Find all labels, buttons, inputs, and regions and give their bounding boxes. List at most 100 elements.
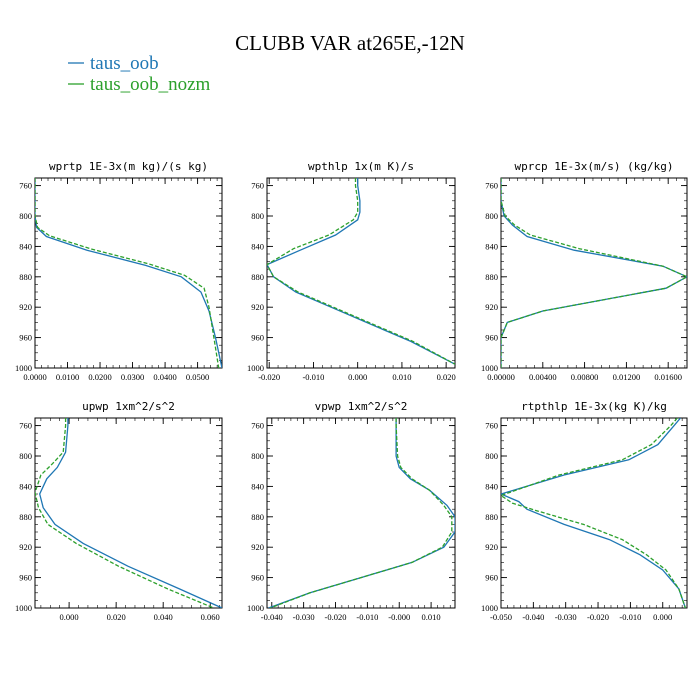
x-tick-label: -0.030 xyxy=(555,612,577,622)
panel-title: wprtp 1E-3x(m kg)/(s kg) xyxy=(49,160,208,173)
panel-title: wprcp 1E-3x(m/s) (kg/kg) xyxy=(515,160,674,173)
series-line-taus-oob-nozm xyxy=(501,418,687,608)
x-tick-label: 0.040 xyxy=(154,612,173,622)
x-tick-label: 0.00800 xyxy=(571,372,599,382)
y-tick-label: 840 xyxy=(19,241,32,251)
panel-title: rtpthlp 1E-3x(kg K)/kg xyxy=(521,400,667,413)
panel-2: wpthlp 1x(m K)/s -0.020 -0.010 0.000 0.010 0.… xyxy=(247,160,456,382)
y-tick-label: 760 xyxy=(485,421,498,431)
y-tick-label: 1000 xyxy=(247,603,264,613)
axes-frame xyxy=(34,417,223,609)
y-tick-label: 920 xyxy=(19,542,32,552)
y-tick-label: 880 xyxy=(485,272,498,282)
y-tick-label: 800 xyxy=(19,451,32,461)
x-tick-label: 0.0000 xyxy=(23,372,46,382)
y-tick-label: 960 xyxy=(485,333,498,343)
y-tick-label: 840 xyxy=(251,241,264,251)
y-tick-label: 760 xyxy=(251,421,264,431)
panel-title: upwp 1xm^2/s^2 xyxy=(82,400,175,413)
y-tick-label: 920 xyxy=(251,542,264,552)
x-tick-label: 0.0100 xyxy=(56,372,79,382)
y-tick-label: 840 xyxy=(19,481,32,491)
series-line-taus-oob xyxy=(268,418,455,608)
y-tick-label: 1000 xyxy=(481,603,498,613)
y-tick-label: 880 xyxy=(19,272,32,282)
x-tick-label: 0.01600 xyxy=(654,372,682,382)
panel-title: vpwp 1xm^2/s^2 xyxy=(315,400,408,413)
x-tick-label: 0.0500 xyxy=(186,372,209,382)
series-line-taus-oob xyxy=(35,178,222,368)
series-line-taus-oob xyxy=(501,418,687,608)
y-tick-label: 800 xyxy=(251,451,264,461)
panels: wprtp 1E-3x(m kg)/(s kg) 0.0000 0.0100 0.02… xyxy=(15,160,688,622)
y-tick-label: 1000 xyxy=(15,603,32,613)
y-tick-label: 800 xyxy=(251,211,264,221)
legend-label-taus-oob: taus_oob xyxy=(90,53,159,74)
y-tick-label: 840 xyxy=(251,481,264,491)
x-tick-label: -0.010 xyxy=(356,612,378,622)
x-tick-label: 0.000 xyxy=(60,612,79,622)
series-line-taus-oob-nozm xyxy=(35,178,220,368)
x-tick-label: 0.010 xyxy=(392,372,411,382)
x-tick-label: 0.020 xyxy=(437,372,456,382)
series-line-taus-oob-nozm xyxy=(267,178,455,365)
y-tick-label: 920 xyxy=(19,302,32,312)
legend: taus_oob taus_oob_nozm xyxy=(68,53,211,95)
axes-frame xyxy=(500,417,688,609)
legend-label-taus-oob-nozm: taus_oob_nozm xyxy=(90,74,211,95)
series-line-taus-oob xyxy=(267,178,455,365)
y-tick-label: 960 xyxy=(251,333,264,343)
panel-4: upwp 1xm^2/s^2 0.000 0.020 0.040 0.060 760 800… xyxy=(15,400,223,622)
series-line-taus-oob xyxy=(39,418,222,608)
x-tick-label: -0.010 xyxy=(619,612,641,622)
x-tick-label: 0.00000 xyxy=(487,372,515,382)
y-tick-label: 880 xyxy=(19,512,32,522)
y-tick-label: 760 xyxy=(251,181,264,191)
x-tick-label: -0.050 xyxy=(490,612,512,622)
y-tick-label: 1000 xyxy=(481,363,498,373)
panel-1: wprtp 1E-3x(m kg)/(s kg) 0.0000 0.0100 0.02… xyxy=(15,160,223,382)
y-tick-label: 960 xyxy=(485,573,498,583)
x-tick-label: -0.040 xyxy=(261,612,283,622)
x-tick-label: 0.000 xyxy=(348,372,367,382)
series-line-taus-oob-nozm xyxy=(35,418,215,608)
axes-frame xyxy=(500,177,688,369)
y-tick-label: 840 xyxy=(485,241,498,251)
x-tick-label: 0.000 xyxy=(653,612,672,622)
x-tick-label: -0.000 xyxy=(388,612,410,622)
panel-6: rtpthlp 1E-3x(kg K)/kg -0.050 -0.040 -0.030… xyxy=(481,400,688,622)
y-tick-label: 800 xyxy=(485,211,498,221)
y-tick-label: 760 xyxy=(19,421,32,431)
x-tick-label: 0.00400 xyxy=(529,372,557,382)
x-tick-label: 0.01200 xyxy=(613,372,641,382)
series-line-taus-oob-nozm xyxy=(501,178,687,368)
y-tick-label: 800 xyxy=(485,451,498,461)
x-tick-label: 0.060 xyxy=(201,612,220,622)
y-tick-label: 760 xyxy=(19,181,32,191)
y-tick-label: 840 xyxy=(485,481,498,491)
x-tick-label: -0.020 xyxy=(325,612,347,622)
x-tick-label: 0.0200 xyxy=(88,372,111,382)
x-tick-label: -0.010 xyxy=(302,372,324,382)
series-line-taus-oob-nozm xyxy=(269,418,453,608)
y-tick-label: 880 xyxy=(485,512,498,522)
x-tick-label: 0.020 xyxy=(107,612,126,622)
x-tick-label: -0.020 xyxy=(587,612,609,622)
panel-5: vpwp 1xm^2/s^2 -0.040 -0.030 -0.020 -0.010 -0… xyxy=(247,400,456,622)
y-tick-label: 960 xyxy=(19,573,32,583)
axes-frame xyxy=(34,177,223,369)
y-tick-label: 880 xyxy=(251,272,264,282)
y-tick-label: 1000 xyxy=(247,363,264,373)
x-tick-label: 0.0400 xyxy=(153,372,176,382)
figure-title: CLUBB VAR at265E,-12N xyxy=(235,31,465,55)
y-tick-label: 1000 xyxy=(15,363,32,373)
x-tick-label: -0.030 xyxy=(293,612,315,622)
y-tick-label: 880 xyxy=(251,512,264,522)
y-tick-label: 760 xyxy=(485,181,498,191)
y-tick-label: 920 xyxy=(485,542,498,552)
x-tick-label: 0.0300 xyxy=(121,372,144,382)
x-tick-label: 0.010 xyxy=(422,612,441,622)
y-tick-label: 920 xyxy=(485,302,498,312)
